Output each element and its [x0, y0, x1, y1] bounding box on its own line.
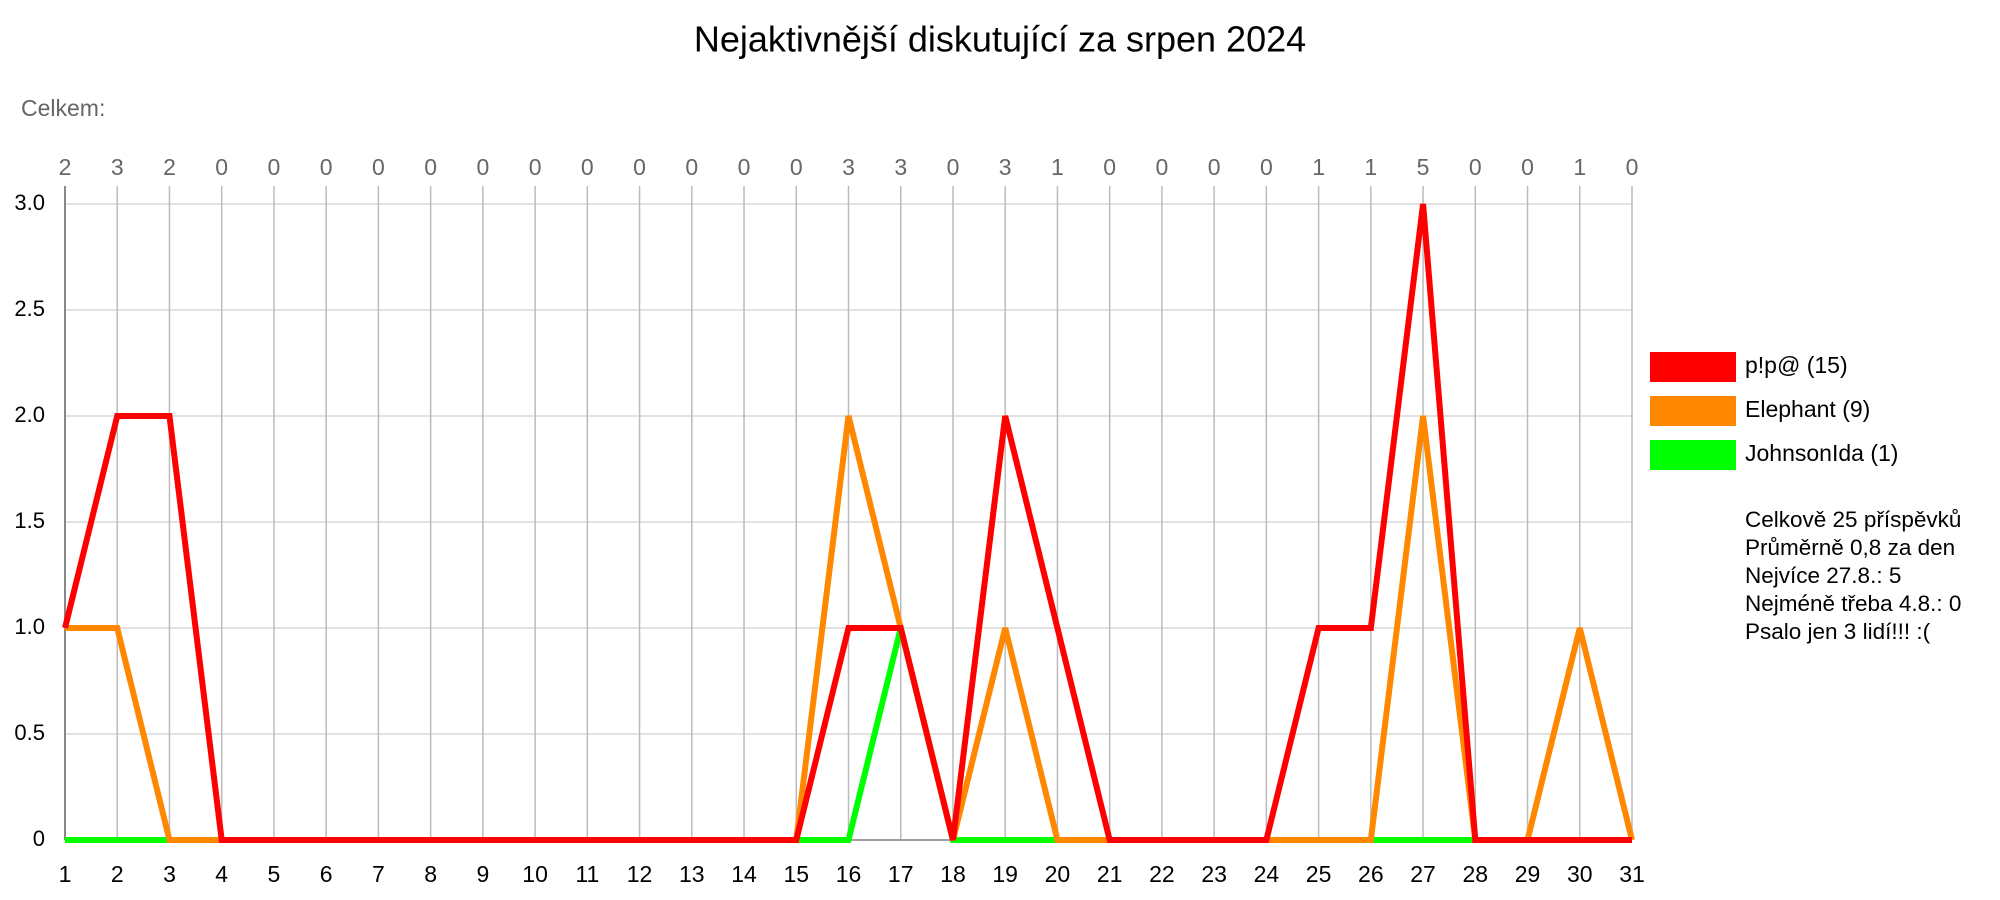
- legend-swatch: [1650, 396, 1736, 426]
- x-tick-label: 20: [1045, 861, 1071, 887]
- x-tick-label: 6: [320, 861, 333, 887]
- x-tick-label: 15: [783, 861, 809, 887]
- total-label: 0: [581, 154, 594, 180]
- total-label: 0: [529, 154, 542, 180]
- x-tick-label: 29: [1515, 861, 1541, 887]
- annotation: Nejvíce 27.8.: 5: [1745, 563, 1901, 588]
- total-label: 1: [1051, 154, 1064, 180]
- y-tick-label: 1.0: [14, 614, 45, 639]
- annotation: Psalo jen 3 lidí!!! :(: [1745, 619, 1931, 644]
- x-tick-label: 14: [731, 861, 757, 887]
- x-tick-label: 31: [1619, 861, 1645, 887]
- total-label: 0: [1156, 154, 1169, 180]
- x-tick-label: 5: [268, 861, 281, 887]
- y-tick-label: 1.5: [14, 508, 45, 533]
- x-tick-label: 21: [1097, 861, 1123, 887]
- total-label: 0: [1469, 154, 1482, 180]
- total-label: 3: [842, 154, 855, 180]
- total-label: 0: [738, 154, 751, 180]
- total-label: 0: [633, 154, 646, 180]
- legend-label: JohnsonIda (1): [1745, 440, 1898, 466]
- annotation: Průměrně 0,8 za den: [1745, 535, 1955, 560]
- x-tick-label: 30: [1567, 861, 1593, 887]
- x-tick-label: 16: [836, 861, 862, 887]
- chart-title: Nejaktivnější diskutující za srpen 2024: [694, 19, 1306, 60]
- legend-label: Elephant (9): [1745, 396, 1870, 422]
- x-tick-label: 11: [575, 861, 599, 887]
- total-label: 2: [59, 154, 72, 180]
- total-label: 5: [1417, 154, 1430, 180]
- x-tick-label: 25: [1306, 861, 1332, 887]
- x-tick-label: 18: [940, 861, 966, 887]
- legend-swatch: [1650, 352, 1736, 382]
- total-label: 1: [1312, 154, 1325, 180]
- total-label: 0: [685, 154, 698, 180]
- x-tick-label: 12: [627, 861, 653, 887]
- x-tick-label: 28: [1463, 861, 1489, 887]
- x-tick-label: 23: [1201, 861, 1227, 887]
- y-tick-label: 0: [33, 826, 45, 851]
- legend-swatch: [1650, 440, 1736, 470]
- x-tick-label: 17: [888, 861, 914, 887]
- total-label: 0: [790, 154, 803, 180]
- x-tick-label: 10: [522, 861, 548, 887]
- series-line: [62, 203, 1632, 843]
- x-tick-label: 22: [1149, 861, 1175, 887]
- total-label: 0: [1208, 154, 1221, 180]
- total-label: 0: [476, 154, 489, 180]
- y-tick-label: 3.0: [14, 190, 45, 215]
- total-label: 0: [1521, 154, 1534, 180]
- total-label: 0: [1626, 154, 1639, 180]
- x-tick-label: 9: [476, 861, 489, 887]
- total-label: 0: [947, 154, 960, 180]
- total-label: 0: [215, 154, 228, 180]
- x-tick-label: 7: [372, 861, 385, 887]
- x-tick-label: 24: [1254, 861, 1280, 887]
- annotation: Celkově 25 příspěvků: [1745, 507, 1961, 532]
- annotation: Nejméně třeba 4.8.: 0: [1745, 591, 1961, 616]
- x-tick-label: 2: [111, 861, 124, 887]
- y-tick-label: 2.5: [14, 296, 45, 321]
- total-label: 2: [163, 154, 176, 180]
- x-tick-label: 19: [992, 861, 1018, 887]
- total-label: 3: [894, 154, 907, 180]
- total-label: 3: [111, 154, 124, 180]
- x-tick-label: 3: [163, 861, 176, 887]
- x-tick-label: 26: [1358, 861, 1384, 887]
- x-tick-label: 13: [679, 861, 705, 887]
- total-label: 1: [1364, 154, 1377, 180]
- x-tick-label: 8: [424, 861, 437, 887]
- legend-label: p!p@ (15): [1745, 352, 1848, 378]
- y-tick-label: 0.5: [14, 720, 45, 745]
- total-label: 0: [268, 154, 281, 180]
- total-label: 1: [1573, 154, 1586, 180]
- total-label: 0: [1260, 154, 1273, 180]
- x-tick-label: 1: [59, 861, 72, 887]
- totals-label: Celkem:: [21, 95, 105, 121]
- y-tick-label: 2.0: [14, 402, 45, 427]
- total-label: 0: [424, 154, 437, 180]
- total-label: 0: [320, 154, 333, 180]
- total-label: 3: [999, 154, 1012, 180]
- total-label: 0: [372, 154, 385, 180]
- x-tick-label: 4: [215, 861, 228, 887]
- x-tick-label: 27: [1410, 861, 1436, 887]
- total-label: 0: [1103, 154, 1116, 180]
